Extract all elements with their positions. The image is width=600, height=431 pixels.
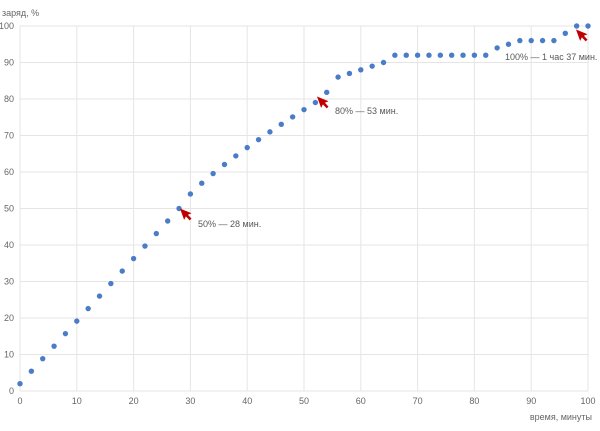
svg-text:10: 10 <box>4 350 14 360</box>
svg-text:20: 20 <box>4 313 14 323</box>
svg-text:90: 90 <box>526 396 536 406</box>
svg-text:90: 90 <box>4 58 14 68</box>
svg-text:70: 70 <box>413 396 423 406</box>
svg-text:0: 0 <box>17 396 22 406</box>
svg-text:70: 70 <box>4 131 14 141</box>
svg-text:100: 100 <box>0 21 14 31</box>
svg-text:40: 40 <box>242 396 252 406</box>
svg-text:100: 100 <box>580 396 595 406</box>
svg-text:30: 30 <box>4 277 14 287</box>
svg-text:80: 80 <box>4 94 14 104</box>
svg-text:10: 10 <box>72 396 82 406</box>
svg-text:60: 60 <box>356 396 366 406</box>
svg-text:0: 0 <box>9 386 14 396</box>
svg-text:50: 50 <box>299 396 309 406</box>
svg-text:20: 20 <box>129 396 139 406</box>
svg-text:30: 30 <box>185 396 195 406</box>
svg-text:50: 50 <box>4 204 14 214</box>
svg-text:80: 80 <box>469 396 479 406</box>
svg-text:40: 40 <box>4 240 14 250</box>
svg-text:60: 60 <box>4 167 14 177</box>
